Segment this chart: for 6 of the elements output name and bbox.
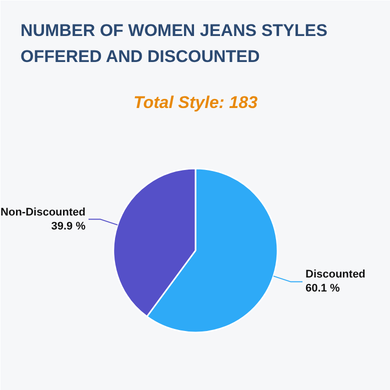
data-label: 39.9 % <box>51 220 86 232</box>
data-label: 60.1 % <box>306 282 340 295</box>
slice-label: Discounted <box>306 268 366 281</box>
chart-title: NUMBER OF WOMEN JEANS STYLES OFFERED AND DISCOUNTED <box>20 21 328 66</box>
chart-subtitle: Total Style: 183 <box>133 93 258 112</box>
slice-label: Non-Discounted <box>0 206 86 218</box>
